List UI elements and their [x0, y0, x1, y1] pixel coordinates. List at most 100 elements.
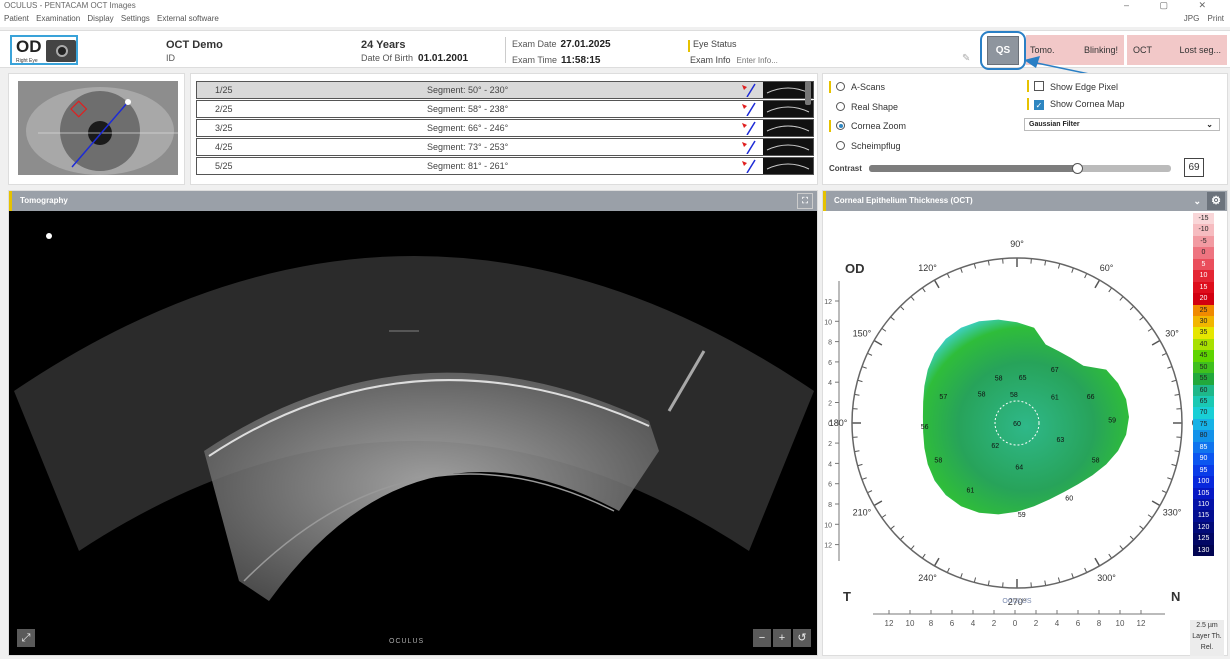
menu-settings[interactable]: Settings	[120, 14, 150, 23]
vertical-tick-label: 12	[824, 299, 832, 306]
zoom-out-button[interactable]: −	[753, 629, 771, 647]
eye-image[interactable]	[18, 81, 178, 175]
horizontal-tick-label: 0	[1013, 619, 1018, 628]
vertical-tick-label: 10	[824, 522, 832, 529]
oct-status-badge[interactable]: OCT Lost seg...	[1127, 35, 1227, 65]
angle-label: 300°	[1097, 573, 1116, 583]
thickness-value: 63	[1057, 437, 1065, 444]
horizontal-tick-label: 6	[950, 619, 955, 628]
vertical-tick-label: 4	[828, 461, 832, 468]
eye-side-label: OD	[16, 37, 42, 56]
filter-select[interactable]: Gaussian Filter ⌄	[1024, 118, 1220, 131]
thickness-value: 64	[1015, 464, 1023, 471]
fullscreen-icon[interactable]: ⛶	[797, 193, 813, 209]
legend-entry: 15	[1193, 281, 1214, 294]
menu-patient[interactable]: Patient	[4, 14, 29, 23]
exam-info-input[interactable]	[736, 56, 937, 65]
contrast-value[interactable]: 69	[1184, 158, 1204, 177]
legend-footer: 2.5 µm Layer Th. Rel.	[1190, 620, 1224, 656]
menu-display[interactable]: Display	[87, 14, 114, 23]
thickness-value: 66	[1087, 394, 1095, 401]
radio-real-shape[interactable]: Real Shape	[836, 102, 898, 112]
angle-label: 270°	[1008, 597, 1027, 607]
thickness-map[interactable]: 90°60°30°0°330°300°270°240°210°180°150°1…	[823, 211, 1193, 657]
show-edge-pixel-checkbox[interactable]: Show Edge Pixel	[1034, 81, 1118, 92]
horizontal-tick-label: 10	[906, 619, 915, 628]
vertical-tick-label: 2	[828, 441, 832, 448]
radio-a-scans[interactable]: A-Scans	[836, 82, 885, 92]
qs-button[interactable]: QS	[987, 36, 1019, 65]
segment-marker-icon	[742, 102, 756, 116]
legend-entry: 45	[1193, 350, 1214, 362]
segment-row[interactable]: 3/25 Segment: 66° - 246°	[196, 119, 814, 137]
pencil-icon[interactable]: ✎	[962, 53, 971, 64]
expand-icon[interactable]: ⤢	[17, 629, 35, 647]
temporal-label: T	[843, 589, 851, 604]
eye-side-sublabel: Right Eye	[16, 58, 38, 64]
contrast-slider[interactable]	[869, 163, 1171, 174]
legend-entry: 65	[1193, 396, 1214, 408]
legend-entry: 120	[1193, 521, 1214, 534]
legend-entry: 5	[1193, 258, 1214, 271]
legend-entry: 70	[1193, 407, 1214, 419]
thickness-value: 57	[939, 394, 947, 401]
radio-icon	[836, 102, 845, 111]
legend-entry: 0	[1193, 247, 1214, 259]
zoom-in-button[interactable]: +	[773, 629, 791, 647]
radio-icon	[836, 141, 845, 150]
angle-label: 210°	[853, 508, 872, 518]
jpg-button[interactable]: JPG	[1183, 14, 1200, 23]
center-zone	[994, 400, 1040, 446]
reset-view-icon[interactable]: ↺	[793, 629, 811, 647]
horizontal-tick-label: 8	[929, 619, 934, 628]
segment-thumbnail	[763, 101, 813, 117]
angle-label: 30°	[1165, 329, 1179, 339]
angle-label: 60°	[1100, 263, 1114, 273]
tomography-header: Tomography ⛶	[9, 191, 817, 211]
print-button[interactable]: Print	[1207, 14, 1224, 23]
radio-icon	[836, 82, 845, 91]
contrast-slider-thumb[interactable]	[1072, 163, 1084, 174]
horizontal-tick-label: 2	[992, 619, 997, 628]
exam-date: Exam Date 27.01.2025	[512, 39, 611, 50]
radio-scheimpflug[interactable]: Scheimpflug	[836, 141, 901, 151]
gear-icon[interactable]: ⚙	[1207, 192, 1225, 210]
chevron-down-icon[interactable]: ⌄	[1193, 196, 1201, 206]
menu-examination[interactable]: Examination	[36, 14, 81, 23]
vertical-tick-label: 6	[828, 360, 832, 367]
segment-row[interactable]: 1/25 Segment: 50° - 230°	[196, 81, 814, 99]
thickness-value: 56	[921, 424, 929, 431]
thickness-value: 59	[1108, 418, 1116, 425]
legend-entry: -10	[1193, 224, 1214, 236]
show-cornea-map-checkbox[interactable]: ✓ Show Cornea Map	[1034, 99, 1125, 110]
oct-scan-image[interactable]	[9, 211, 819, 657]
segment-thumbnail	[763, 158, 813, 174]
segment-row[interactable]: 2/25 Segment: 58° - 238°	[196, 100, 814, 118]
segment-thumbnail	[763, 139, 813, 155]
menu-bar: Patient Examination Display Settings Ext…	[0, 11, 1230, 27]
angle-label: 330°	[1163, 508, 1182, 518]
tomo-status-badge[interactable]: Tomo. Blinking!	[1026, 35, 1124, 65]
vertical-tick-label: 4	[828, 380, 832, 387]
epithelium-thickness-panel: Corneal Epithelium Thickness (OCT) ⌄ ⚙ 9…	[822, 190, 1228, 656]
vertical-tick-label: 12	[824, 543, 832, 550]
menu-external-software[interactable]: External software	[157, 14, 219, 23]
radio-cornea-zoom[interactable]: Cornea Zoom	[836, 121, 906, 131]
legend-entry: 125	[1193, 533, 1214, 545]
angle-label: 0°	[1192, 418, 1193, 428]
vertical-tick-label: 8	[828, 340, 832, 347]
cet-title: Corneal Epithelium Thickness (OCT)	[834, 196, 973, 205]
legend-entry: 75	[1193, 418, 1214, 431]
thickness-value: 58	[995, 376, 1003, 383]
segment-row[interactable]: 5/25 Segment: 81° - 261°	[196, 157, 814, 175]
window-controls[interactable]: – ▢ ✕	[1123, 0, 1220, 10]
horizontal-tick-label: 8	[1097, 619, 1102, 628]
segment-row[interactable]: 4/25 Segment: 73° - 253°	[196, 138, 814, 156]
vertical-tick-label: 6	[828, 482, 832, 489]
thickness-value: 60	[1013, 421, 1021, 428]
legend-entry: 55	[1193, 373, 1214, 385]
legend-entry: 95	[1193, 464, 1214, 477]
thickness-value: 58	[1010, 392, 1018, 399]
eye-selector[interactable]: OD Right Eye	[10, 35, 78, 65]
segment-scrollbar[interactable]	[805, 81, 811, 105]
